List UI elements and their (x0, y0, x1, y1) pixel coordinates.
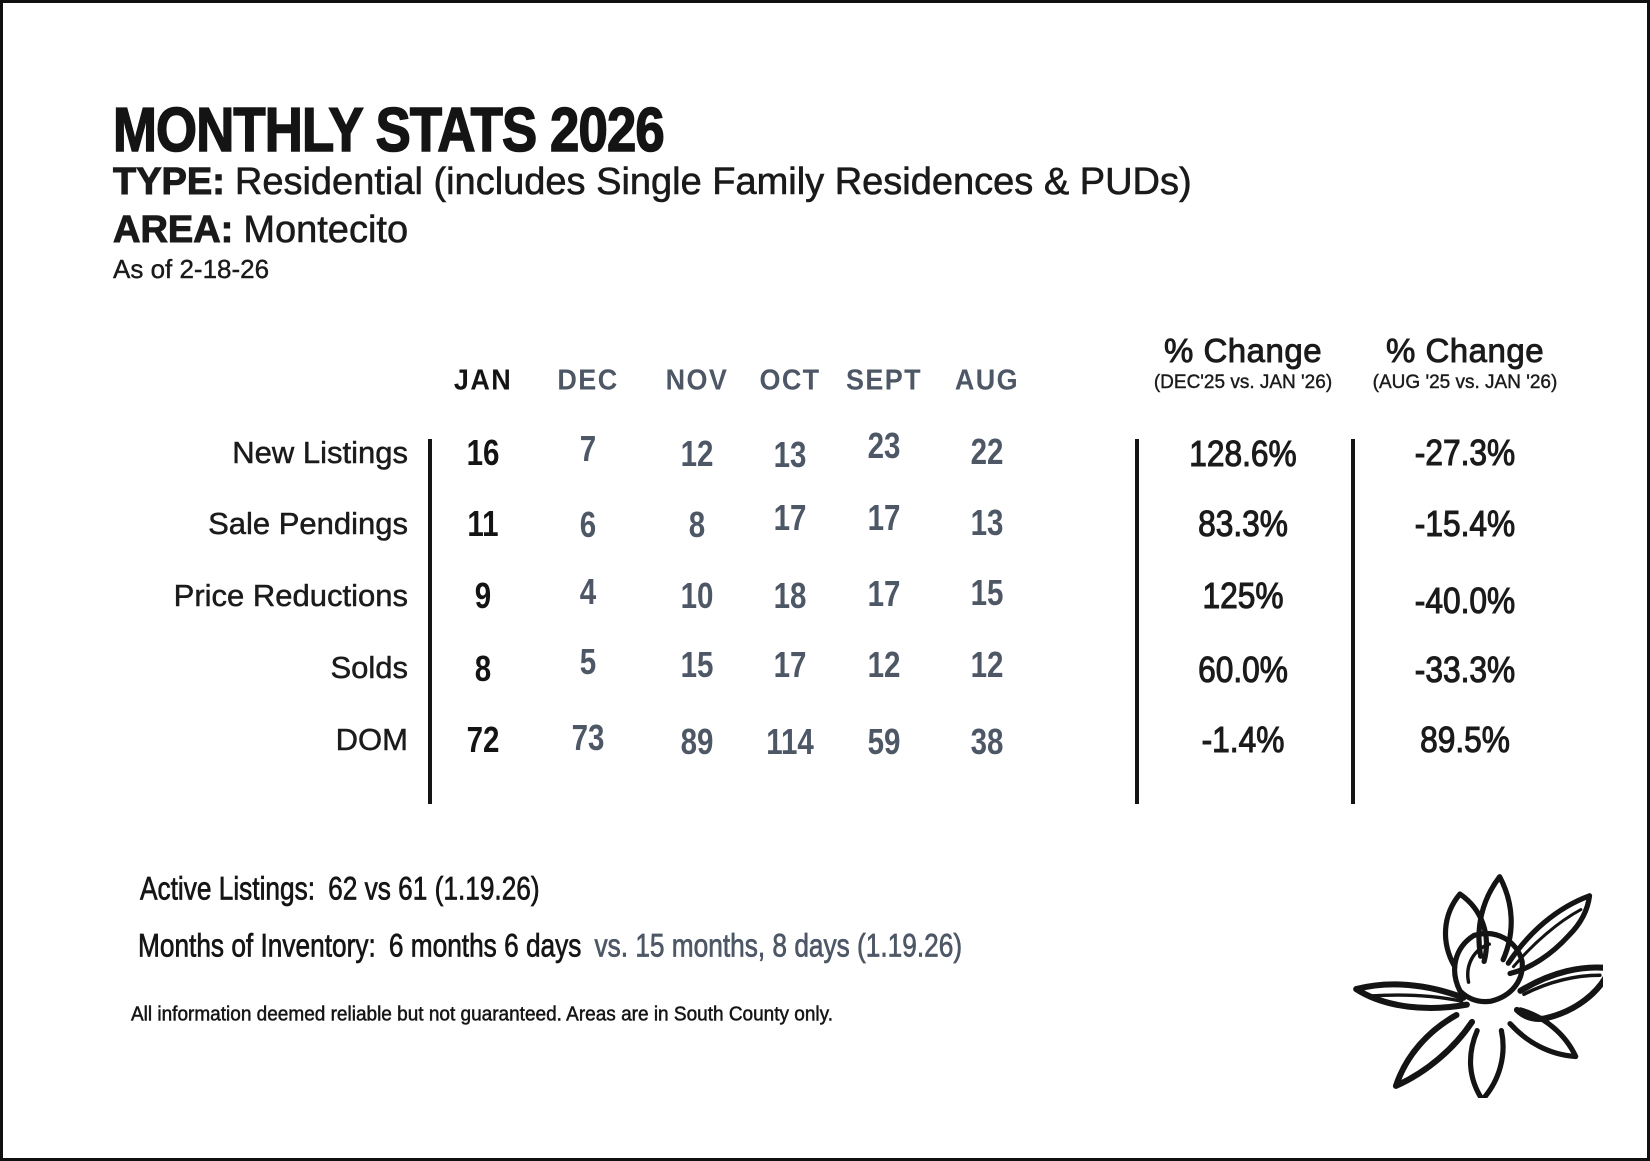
stat-cell: 15 (970, 572, 1004, 613)
stat-cell: 4 (579, 571, 597, 612)
stat-cell: 17 (867, 497, 901, 538)
stat-cell: 13 (970, 502, 1004, 543)
stat-cell: 15 (680, 644, 714, 685)
pct-change-cell: 128.6% (1189, 432, 1297, 474)
stat-cell: 12 (680, 433, 714, 474)
inventory-current-value: 6 months 6 days (388, 927, 582, 964)
stat-cell: 17 (867, 573, 901, 614)
stat-cell: 17 (773, 644, 807, 685)
pct-change-cell: 83.3% (1198, 502, 1289, 544)
column-header-pct-change-2: % Change (1385, 332, 1545, 370)
months-of-inventory-line: Months of Inventory: 6 months 6 days vs. 1… (138, 927, 963, 965)
pct-change-cell: -33.3% (1414, 648, 1516, 690)
stat-cell: 114 (766, 721, 814, 762)
stat-cell: 73 (571, 717, 605, 758)
row-label-new-listings: New Listings (232, 435, 408, 471)
stat-cell: 12 (970, 644, 1004, 685)
stat-cell: 16 (466, 432, 500, 473)
pct-change-cell: -40.0% (1414, 579, 1516, 621)
area-label: AREA: (112, 209, 234, 252)
row-label-price-reductions: Price Reductions (173, 578, 408, 614)
pct-change-cell: -15.4% (1414, 502, 1516, 544)
column-header-oct: OCT (759, 364, 821, 397)
column-header-sept: SEPT (845, 364, 923, 397)
column-header-aug: AUG (954, 364, 1020, 397)
column-header-dec: DEC (557, 364, 619, 397)
stat-cell: 23 (867, 425, 901, 466)
column-header-nov: NOV (665, 364, 729, 397)
page-title: MONTHLY STATS 2026 (112, 95, 665, 166)
table-divider-pct1 (1135, 439, 1139, 804)
as-of-date: As of 2-18-26 (113, 254, 270, 284)
stat-cell: 89 (680, 721, 714, 762)
type-value: Residential (includes Single Family Resi… (234, 161, 1192, 204)
table-divider-left (428, 439, 432, 804)
column-header-pct-change-1: % Change (1163, 332, 1323, 370)
stat-cell: 7 (579, 428, 597, 469)
stat-cell: 18 (773, 575, 807, 616)
row-label-dom: DOM (335, 722, 408, 758)
type-line: TYPE: Residential (includes Single Family… (113, 161, 1192, 204)
area-value: Montecito (243, 209, 409, 252)
active-listings-value: 62 vs 61 (1.19.26) (328, 870, 540, 907)
stat-cell: 6 (579, 504, 597, 545)
pct-change-cell: -27.3% (1414, 431, 1516, 473)
stat-cell: 59 (867, 721, 901, 762)
stat-cell: 9 (474, 575, 492, 616)
flower-icon (1353, 874, 1603, 1098)
stat-cell: 17 (773, 497, 807, 538)
column-header-jan: JAN (453, 364, 513, 397)
stat-cell: 72 (466, 719, 500, 760)
stat-cell: 11 (467, 503, 499, 544)
stat-cell: 5 (579, 641, 597, 682)
stat-cell: 13 (773, 434, 807, 475)
stat-cell: 10 (680, 575, 714, 616)
disclaimer-text: All information deemed reliable but not … (131, 1003, 834, 1026)
pct-change-cell: 125% (1202, 574, 1284, 616)
type-label: TYPE: (113, 161, 226, 204)
pct-change-cell: 60.0% (1198, 648, 1289, 690)
area-line: AREA: Montecito (112, 209, 409, 252)
stat-cell: 12 (867, 644, 901, 685)
column-subheader-pct-change-2: (AUG '25 vs. JAN '26) (1372, 372, 1558, 393)
active-listings-label: Active Listings: (140, 870, 316, 907)
row-label-sale-pendings: Sale Pendings (208, 506, 408, 542)
active-listings-line: Active Listings: 62 vs 61 (1.19.26) (140, 870, 540, 908)
stat-cell: 8 (688, 504, 706, 545)
stat-cell: 38 (970, 721, 1004, 762)
inventory-label: Months of Inventory: (138, 927, 376, 964)
pct-change-cell: -1.4% (1201, 718, 1285, 760)
pct-change-cell: 89.5% (1420, 718, 1511, 760)
row-label-solds: Solds (330, 650, 408, 686)
stat-cell: 22 (970, 431, 1004, 472)
column-subheader-pct-change-1: (DEC'25 vs. JAN '26) (1153, 372, 1333, 393)
stat-cell: 8 (474, 648, 492, 689)
inventory-prior-value: vs. 15 months, 8 days (1.19.26) (594, 927, 963, 964)
table-divider-pct2 (1351, 439, 1355, 804)
